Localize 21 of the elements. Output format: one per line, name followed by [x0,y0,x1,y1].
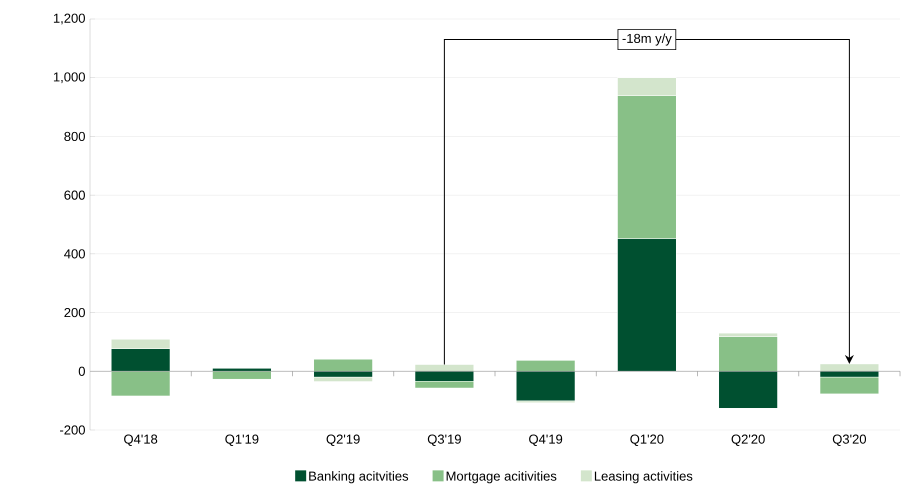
x-tick-label: Q3'19 [428,434,461,446]
x-tick-label: Q4'19 [529,434,562,446]
x-tick-label: Q1'19 [225,434,258,446]
y-tick-label: 1,200 [54,14,85,24]
y-tick-label: 600 [64,190,85,200]
x-tick-label: Q1'20 [630,434,664,446]
x-tick-label: Q4'18 [124,434,158,446]
y-tick-label: 200 [64,308,85,318]
legend-label: Banking acitvities [309,471,408,484]
y-tick-label: 800 [64,132,85,142]
y-tick-label: 0 [78,366,85,376]
bar [212,371,272,380]
legend-label: Mortgage acitivities [446,471,556,484]
y-tick-label: 400 [64,249,85,258]
y-tick-label: -200 [60,425,85,435]
annotation: -18m y/y [622,33,672,46]
x-tick-label: Q2'19 [326,434,360,446]
x-tick-label: Q3'20 [832,434,866,446]
y-tick-label: 1,000 [54,72,85,84]
legend-label: Leasing activities [594,471,692,484]
x-tick-label: Q2'20 [732,434,765,446]
